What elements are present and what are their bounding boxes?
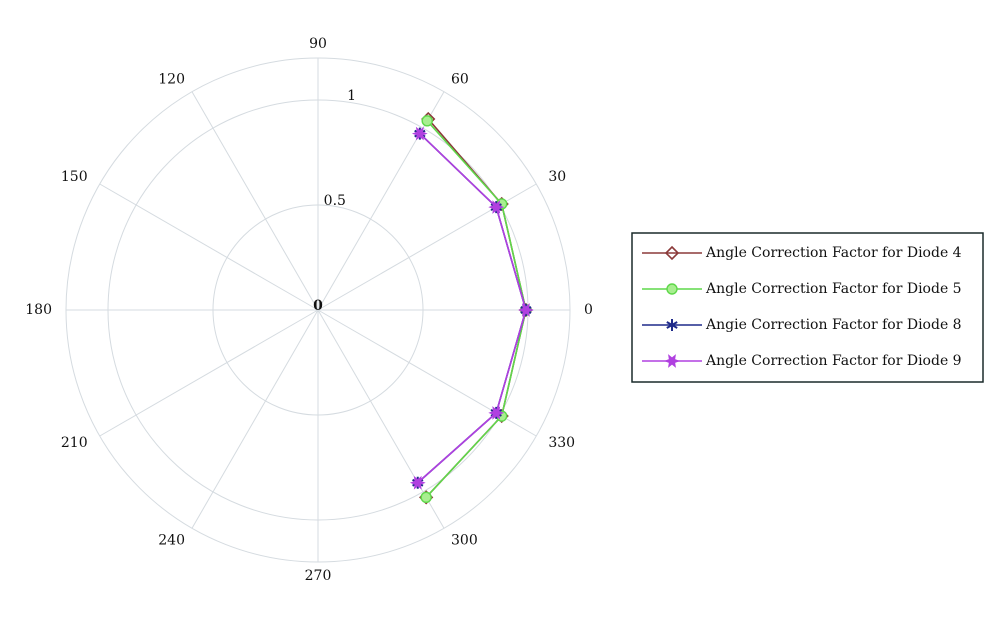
- data-point: [420, 491, 432, 504]
- data-point: [421, 115, 433, 127]
- legend-box: [631, 232, 984, 383]
- theta-tick-label: 180: [25, 302, 52, 318]
- series-line: [417, 133, 527, 484]
- theta-tick-label: 90: [309, 36, 327, 52]
- r-tick-label: 0: [313, 298, 323, 314]
- theta-tick-label: 210: [61, 435, 88, 451]
- theta-tick-label: 60: [451, 72, 469, 88]
- r-tick-label: 0.5: [324, 193, 346, 209]
- legend-marker: [664, 245, 680, 261]
- series-line: [425, 120, 527, 498]
- legend-marker: [664, 354, 680, 368]
- series-line: [417, 133, 527, 484]
- theta-tick-label: 0: [584, 302, 593, 318]
- data-point: [488, 406, 505, 420]
- grid-spoke: [191, 91, 319, 311]
- grid-spoke: [99, 309, 319, 437]
- grid-spoke: [191, 309, 319, 529]
- data-point: [411, 126, 428, 141]
- grid-spoke: [317, 309, 445, 529]
- legend-label: Angle Correction Factor for Diode 9: [705, 353, 962, 369]
- theta-tick-label: 330: [548, 435, 575, 451]
- theta-tick-label: 270: [305, 568, 332, 584]
- legend-label: Angle Correction Factor for Diode 5: [705, 281, 962, 297]
- r-tick-label: 1: [347, 88, 356, 104]
- theta-tick-label: 300: [451, 532, 478, 548]
- theta-tick-label: 240: [158, 532, 185, 548]
- data-point: [518, 303, 534, 317]
- theta-tick-label: 120: [158, 72, 185, 88]
- legend-label: Angle Correction Factor for Diode 4: [705, 245, 962, 261]
- theta-tick-label: 150: [61, 169, 88, 185]
- legend-marker: [666, 319, 678, 331]
- legend-marker: [666, 283, 678, 295]
- data-point: [409, 475, 426, 490]
- data-point: [488, 200, 505, 214]
- grid-spoke: [99, 183, 319, 311]
- legend-label: Angie Correction Factor for Diode 8: [705, 317, 962, 333]
- theta-tick-label: 30: [548, 169, 566, 185]
